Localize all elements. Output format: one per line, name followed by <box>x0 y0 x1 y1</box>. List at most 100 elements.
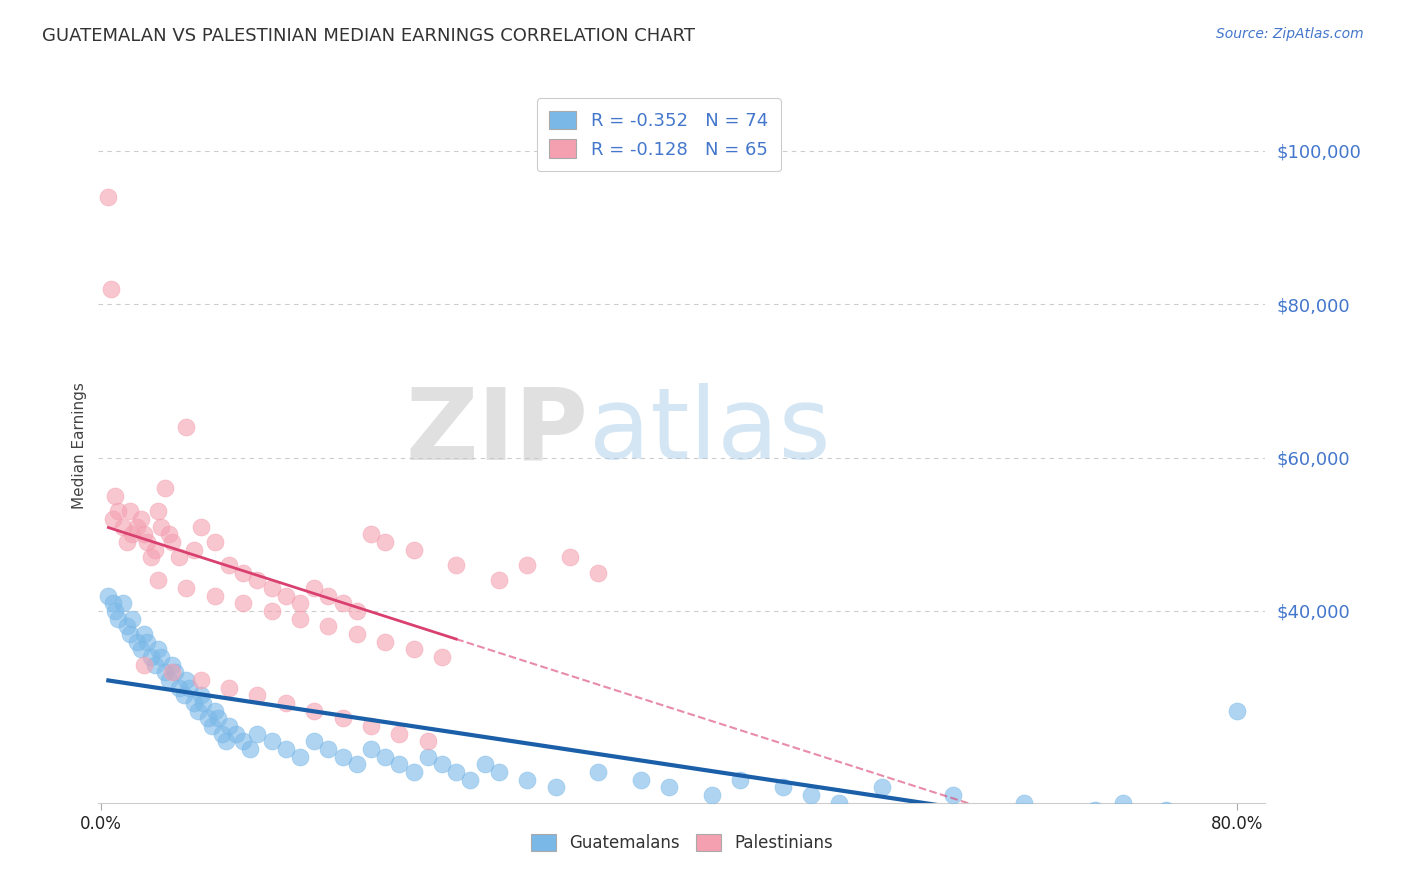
Point <box>118 627 141 641</box>
Point <box>430 757 453 772</box>
Point <box>183 696 205 710</box>
Point <box>132 627 155 641</box>
Point <box>146 574 169 588</box>
Point <box>104 489 127 503</box>
Point <box>104 604 127 618</box>
Point <box>828 796 851 810</box>
Point <box>153 481 176 495</box>
Point <box>318 619 340 633</box>
Point <box>111 519 134 533</box>
Point <box>700 788 723 802</box>
Point <box>149 519 172 533</box>
Point <box>115 535 138 549</box>
Point <box>139 550 162 565</box>
Point <box>197 711 219 725</box>
Point <box>416 749 439 764</box>
Point <box>176 673 198 687</box>
Point <box>728 772 751 787</box>
Point <box>246 727 269 741</box>
Point <box>146 642 169 657</box>
Point <box>318 742 340 756</box>
Point <box>586 765 609 780</box>
Point <box>129 512 152 526</box>
Point <box>260 581 283 595</box>
Point <box>157 673 180 687</box>
Point <box>204 535 226 549</box>
Point <box>215 734 238 748</box>
Point <box>204 704 226 718</box>
Point <box>260 604 283 618</box>
Point <box>162 665 184 680</box>
Point <box>630 772 652 787</box>
Point <box>374 634 396 648</box>
Point <box>190 519 212 533</box>
Text: GUATEMALAN VS PALESTINIAN MEDIAN EARNINGS CORRELATION CHART: GUATEMALAN VS PALESTINIAN MEDIAN EARNING… <box>42 27 695 45</box>
Point <box>488 765 510 780</box>
Point <box>942 788 965 802</box>
Point <box>101 596 124 610</box>
Point <box>218 681 240 695</box>
Point <box>332 596 354 610</box>
Point <box>190 689 212 703</box>
Point <box>153 665 176 680</box>
Point <box>183 542 205 557</box>
Point <box>97 189 120 203</box>
Point <box>107 612 129 626</box>
Point <box>586 566 609 580</box>
Point <box>444 765 467 780</box>
Point <box>1012 796 1035 810</box>
Point <box>318 589 340 603</box>
Point <box>870 780 893 795</box>
Point <box>121 527 143 541</box>
Point <box>1084 804 1107 818</box>
Point <box>118 504 141 518</box>
Point <box>101 512 124 526</box>
Point <box>132 657 155 672</box>
Point <box>176 581 198 595</box>
Point <box>97 589 120 603</box>
Point <box>374 535 396 549</box>
Point <box>544 780 567 795</box>
Point <box>135 535 157 549</box>
Point <box>388 757 411 772</box>
Point <box>416 734 439 748</box>
Point <box>111 596 134 610</box>
Point <box>190 673 212 687</box>
Point <box>225 727 247 741</box>
Point <box>402 542 425 557</box>
Point <box>169 681 191 695</box>
Point <box>460 772 482 787</box>
Point <box>302 734 325 748</box>
Point <box>173 689 195 703</box>
Point <box>288 749 311 764</box>
Point <box>232 596 254 610</box>
Point <box>302 581 325 595</box>
Point <box>162 535 184 549</box>
Point <box>232 734 254 748</box>
Point <box>129 642 152 657</box>
Point <box>218 719 240 733</box>
Point <box>1198 811 1220 825</box>
Point <box>402 642 425 657</box>
Point <box>149 650 172 665</box>
Point <box>388 727 411 741</box>
Point <box>139 650 162 665</box>
Point <box>132 527 155 541</box>
Point <box>444 558 467 572</box>
Point <box>800 788 823 802</box>
Point <box>121 612 143 626</box>
Point <box>558 550 581 565</box>
Point <box>115 619 138 633</box>
Point <box>1226 704 1249 718</box>
Point <box>187 704 209 718</box>
Point <box>1112 796 1135 810</box>
Point <box>100 282 122 296</box>
Point <box>474 757 496 772</box>
Point <box>165 665 187 680</box>
Point <box>346 604 368 618</box>
Point <box>772 780 794 795</box>
Point <box>157 527 180 541</box>
Point <box>332 749 354 764</box>
Point <box>125 519 148 533</box>
Text: ZIP: ZIP <box>406 384 589 480</box>
